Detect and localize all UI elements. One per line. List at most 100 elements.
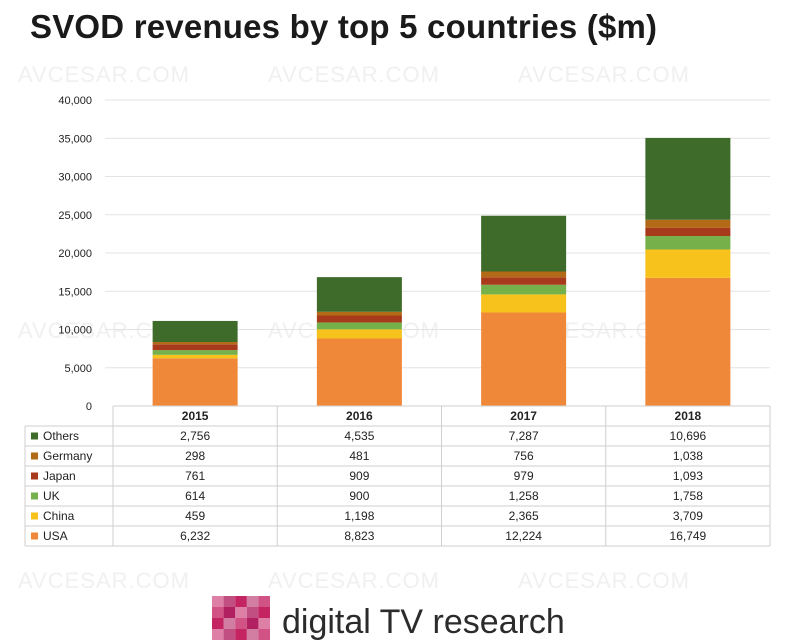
logo-tile — [235, 607, 247, 618]
bar-segment — [645, 277, 731, 406]
bar-segment — [481, 284, 567, 295]
bar-segment — [316, 322, 402, 330]
logo-tile — [212, 596, 224, 607]
bar-segment — [481, 294, 567, 313]
logo-tile — [235, 629, 247, 640]
stacked-bar-chart: 0 5,000 10,000 15,000 20,000 25,000 30,000 35,0… — [24, 95, 771, 547]
logo-tile — [223, 596, 236, 607]
data-label: 1,258 — [509, 489, 539, 503]
logo-tile — [246, 607, 259, 618]
data-label: 10,696 — [670, 429, 707, 443]
data-label: 900 — [349, 489, 369, 503]
logo-tile — [246, 629, 259, 640]
x-tick-label: 2017 — [510, 409, 537, 423]
data-label: 761 — [185, 469, 205, 483]
data-label: 459 — [185, 509, 205, 523]
bar-segment — [645, 236, 731, 250]
chart-title: SVOD revenues by top 5 countries ($m) — [30, 8, 658, 45]
watermark: AVCESAR.COM — [268, 62, 440, 87]
legend-label: Others — [43, 429, 79, 443]
y-tick-label: 0 — [86, 401, 92, 413]
logo-tile — [258, 618, 270, 629]
legend-label: USA — [43, 529, 68, 543]
y-tick-label: 10,000 — [58, 325, 92, 337]
y-tick-label: 20,000 — [58, 248, 92, 260]
logo-tile — [258, 629, 270, 640]
data-label: 6,232 — [180, 529, 210, 543]
brand-logo-icon — [212, 596, 270, 640]
y-axis: 0 5,000 10,000 15,000 20,000 25,000 30,000 35,0… — [58, 95, 92, 413]
data-label: 16,749 — [670, 529, 707, 543]
watermark: AVCESAR.COM — [18, 568, 190, 593]
logo-tile — [223, 629, 236, 640]
data-label: 3,709 — [673, 509, 703, 523]
data-label: 614 — [185, 489, 205, 503]
data-label: 7,287 — [509, 429, 539, 443]
watermark: AVCESAR.COM — [18, 62, 190, 87]
legend-swatch — [31, 452, 38, 460]
data-label: 298 — [185, 449, 205, 463]
y-tick-label: 40,000 — [58, 95, 92, 107]
watermark: AVCESAR.COM — [268, 568, 440, 593]
legend-swatch — [31, 492, 38, 500]
bar-segment — [152, 342, 238, 345]
y-tick-label: 25,000 — [58, 210, 92, 222]
logo-tile — [212, 618, 224, 629]
brand-name: digital TV research — [282, 603, 565, 641]
bar-segment — [316, 338, 402, 406]
logo-tile — [223, 618, 236, 629]
data-label: 756 — [514, 449, 534, 463]
x-tick-label: 2015 — [182, 409, 209, 423]
data-label: 979 — [514, 469, 534, 483]
data-label: 4,535 — [344, 429, 374, 443]
bar-segment — [316, 277, 402, 312]
legend-label: UK — [43, 489, 60, 503]
bar-segment — [152, 358, 238, 406]
logo-tile — [246, 618, 259, 629]
bar-segment — [481, 215, 567, 272]
logo-tile — [212, 629, 224, 640]
y-tick-label: 30,000 — [58, 172, 92, 184]
data-label: 481 — [349, 449, 369, 463]
logo-tile — [246, 596, 259, 607]
x-tick-label: 2016 — [346, 409, 373, 423]
logo-tile — [223, 607, 236, 618]
legend-label: China — [43, 509, 75, 523]
bar-segment — [152, 320, 238, 343]
bar-segment — [316, 315, 402, 323]
bar-segment — [481, 271, 567, 278]
legend-swatch — [31, 512, 38, 520]
bar-segment — [645, 249, 731, 278]
bars — [152, 137, 731, 406]
bar-segment — [645, 219, 731, 228]
bar-segment — [645, 227, 731, 237]
y-tick-label: 35,000 — [58, 133, 92, 145]
data-label: 1,093 — [673, 469, 703, 483]
bar-segment — [481, 312, 567, 406]
bar-segment — [152, 344, 238, 351]
data-label: 2,756 — [180, 429, 210, 443]
legend-swatch — [31, 472, 38, 480]
data-label: 1,038 — [673, 449, 703, 463]
data-label: 1,758 — [673, 489, 703, 503]
data-label: 1,198 — [344, 509, 374, 523]
legend-label: Germany — [43, 449, 92, 463]
bar-segment — [316, 311, 402, 316]
data-table: 2015 2016 2017 2018 Others 2,756 4,535 7,287 10,… — [24, 405, 771, 547]
logo-tile — [258, 607, 270, 618]
bar-segment — [645, 137, 731, 220]
logo-tile — [212, 607, 224, 618]
bar-segment — [152, 354, 238, 359]
watermark: AVCESAR.COM — [518, 62, 690, 87]
logo-tile — [235, 596, 247, 607]
bar-segment — [316, 329, 402, 339]
y-tick-label: 5,000 — [64, 363, 92, 375]
legend-swatch — [31, 532, 38, 540]
data-label: 2,365 — [509, 509, 539, 523]
bar-segment — [152, 350, 238, 355]
logo-tile — [235, 618, 247, 629]
data-label: 12,224 — [505, 529, 542, 543]
bar-segment — [481, 277, 567, 285]
data-label: 909 — [349, 469, 369, 483]
watermark: AVCESAR.COM — [518, 568, 690, 593]
